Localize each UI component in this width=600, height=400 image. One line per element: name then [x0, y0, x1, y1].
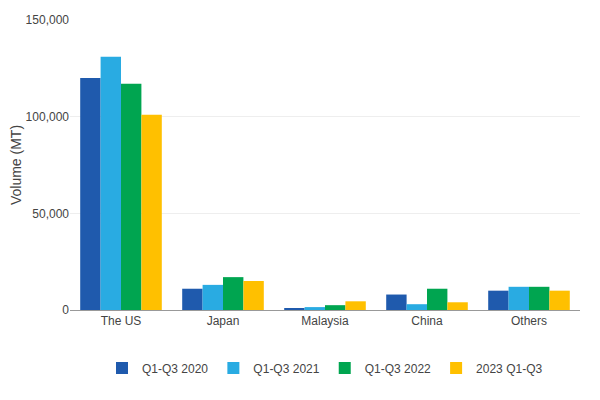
svg-text:2023 Q1-Q3: 2023 Q1-Q3 [476, 362, 542, 376]
svg-text:Malaysia: Malaysia [301, 314, 349, 328]
svg-text:Q1-Q3 2020: Q1-Q3 2020 [142, 362, 208, 376]
svg-text:China: China [411, 314, 443, 328]
svg-text:The US: The US [101, 314, 142, 328]
svg-text:Japan: Japan [207, 314, 240, 328]
svg-text:Q1-Q3 2022: Q1-Q3 2022 [365, 362, 431, 376]
svg-text:Volume (MT): Volume (MT) [8, 125, 24, 205]
svg-text:100,000: 100,000 [26, 110, 70, 124]
svg-text:150,000: 150,000 [26, 13, 70, 27]
svg-text:Others: Others [511, 314, 547, 328]
svg-text:0: 0 [62, 303, 69, 317]
svg-text:Q1-Q3 2021: Q1-Q3 2021 [253, 362, 319, 376]
svg-text:50,000: 50,000 [32, 207, 69, 221]
